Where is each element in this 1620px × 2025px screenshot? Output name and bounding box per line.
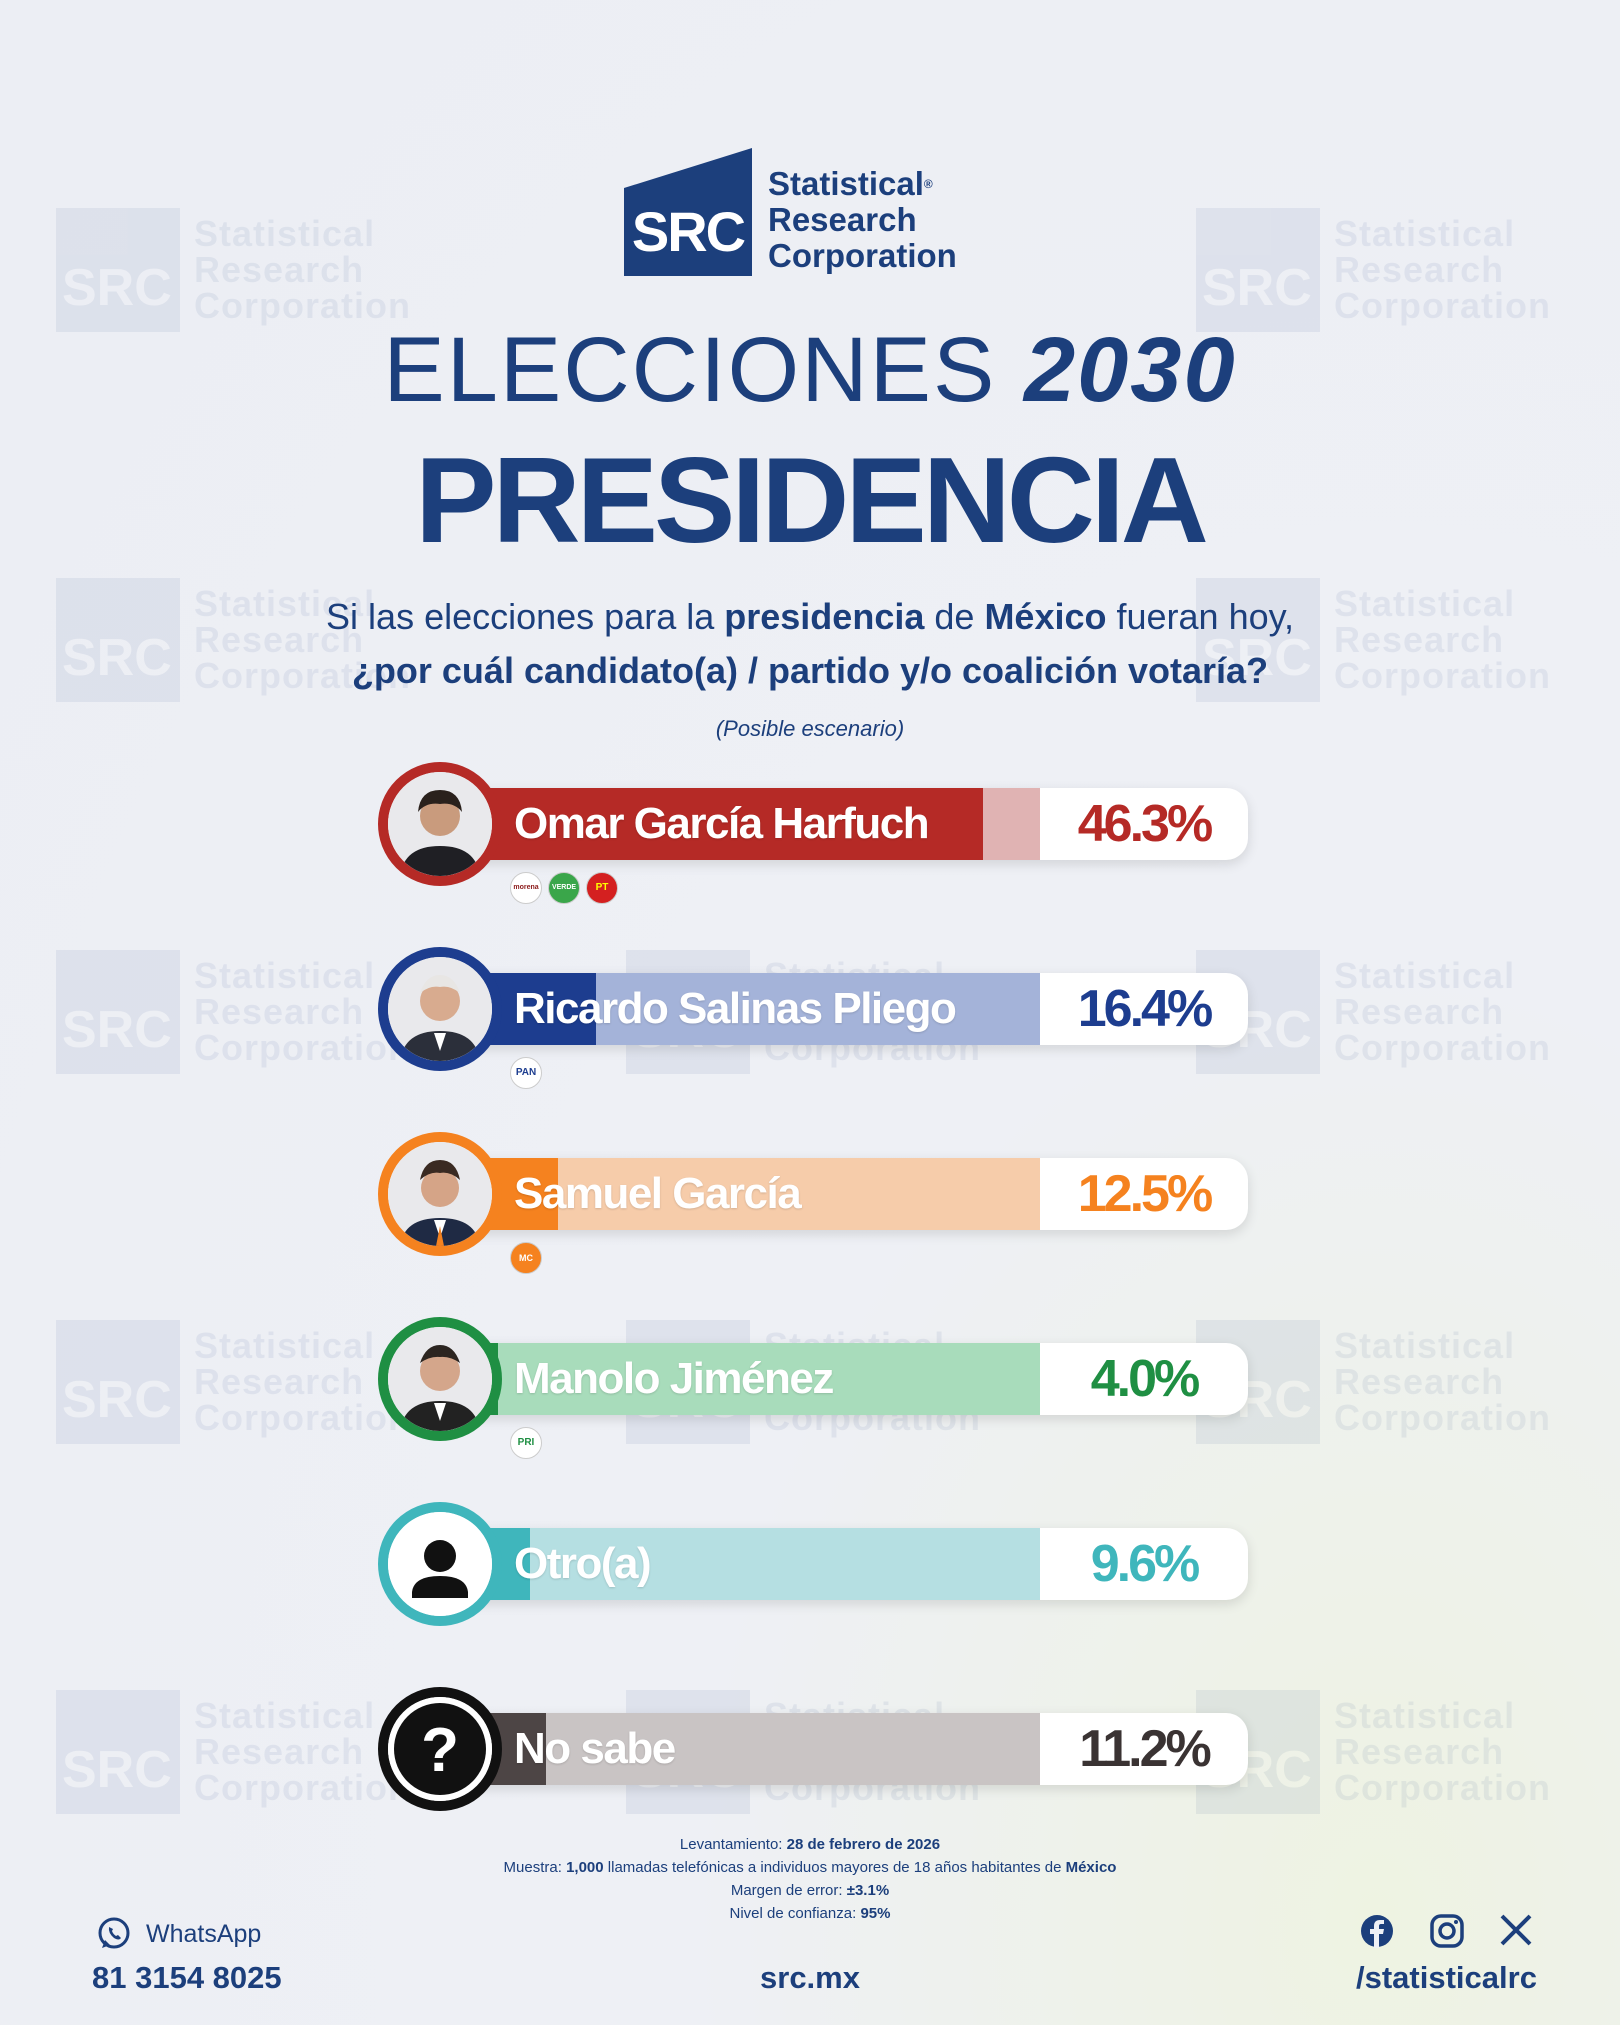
party-badges: PAN (510, 1057, 542, 1089)
whatsapp-icon (98, 1917, 130, 1949)
bar-row: Samuel García 12.5% MC (378, 1132, 1248, 1274)
social-handle[interactable]: /statisticalrc (1356, 1960, 1537, 1995)
bar-row: Manolo Jiménez 4.0% PRI (378, 1317, 1248, 1459)
party-badges: morena VERDE PT (510, 872, 618, 904)
person-icon (378, 1502, 502, 1626)
bar-label: Samuel García (514, 1169, 802, 1218)
question-line-2: ¿por cuál candidato(a) / partido y/o coa… (351, 650, 1269, 691)
party-badges: PRI (510, 1427, 542, 1459)
instagram-icon[interactable] (1430, 1914, 1464, 1948)
bar-row: Otro(a) 9.6% (378, 1502, 1248, 1626)
candidate-photo (378, 762, 502, 886)
social-icons (1360, 1914, 1532, 1948)
footer-margen: Margen de error: ±3.1% (730, 1882, 890, 1899)
footer-muestra: Muestra: 1,000 llamadas telefónicas a in… (503, 1859, 1117, 1876)
candidate-photo (378, 1317, 502, 1441)
bar-value-label: 4.0% (1090, 1350, 1201, 1408)
bar-label: Omar García Harfuch (514, 799, 930, 848)
facebook-icon[interactable] (1360, 1914, 1394, 1948)
phone-number[interactable]: 81 3154 8025 (92, 1960, 282, 1995)
bar-track (438, 1528, 1040, 1600)
title-presidencia: PRESIDENCIA (415, 432, 1209, 568)
bar (438, 788, 983, 860)
bar-label: Manolo Jiménez (514, 1354, 834, 1403)
footer-fecha: Levantamiento: 28 de febrero de 2026 (679, 1836, 941, 1853)
candidate-photo (378, 947, 502, 1071)
logo-initials: SRC (631, 200, 746, 263)
party-logo: PRI (510, 1427, 542, 1459)
bar-label: Ricardo Salinas Pliego (514, 984, 957, 1033)
whatsapp-link[interactable]: WhatsApp (96, 1916, 261, 1952)
bar-row: Omar García Harfuch 46.3% morena VERDE PT (378, 762, 1248, 904)
bar-row: ? No sabe 11.2% (378, 1687, 1248, 1811)
bar-value-label: 12.5% (1077, 1165, 1213, 1223)
party-logo: morena (510, 872, 542, 904)
logo-wordmark: Statistical® Research Corporation (768, 165, 957, 274)
bar-row: Ricardo Salinas Pliego 16.4% PAN (378, 947, 1248, 1089)
svg-text:?: ? (421, 1716, 459, 1785)
bar-track (438, 1343, 1040, 1415)
bar-label: Otro(a) (514, 1539, 652, 1588)
scenario-note: (Posible escenario) (715, 716, 905, 741)
bar-value-label: 9.6% (1090, 1535, 1201, 1593)
question-line-1: Si las elecciones para la presidencia de… (326, 596, 1294, 637)
x-icon[interactable] (1500, 1914, 1532, 1946)
title-elecciones: ELECCIONES 2030 (383, 319, 1237, 421)
party-logo: PT (586, 872, 618, 904)
logo-mark: SRC (624, 148, 752, 276)
brand-logo: SRC Statistical® Research Corporation (624, 148, 957, 276)
party-logo: PAN (510, 1057, 542, 1089)
whatsapp-label: WhatsApp (146, 1919, 262, 1948)
bar-value-label: 16.4% (1077, 980, 1213, 1038)
party-badges: MC (510, 1242, 542, 1274)
candidate-photo (378, 1132, 502, 1256)
party-logo: VERDE (548, 872, 580, 904)
bar-value-label: 11.2% (1079, 1720, 1212, 1778)
website-link[interactable]: src.mx (760, 1960, 860, 1995)
footer-nivel: Nivel de confianza: 95% (729, 1905, 891, 1922)
bar-value-label: 46.3% (1077, 795, 1213, 853)
question-icon: ? (378, 1687, 502, 1811)
party-logo: MC (510, 1242, 542, 1274)
bar-label: No sabe (514, 1724, 676, 1773)
